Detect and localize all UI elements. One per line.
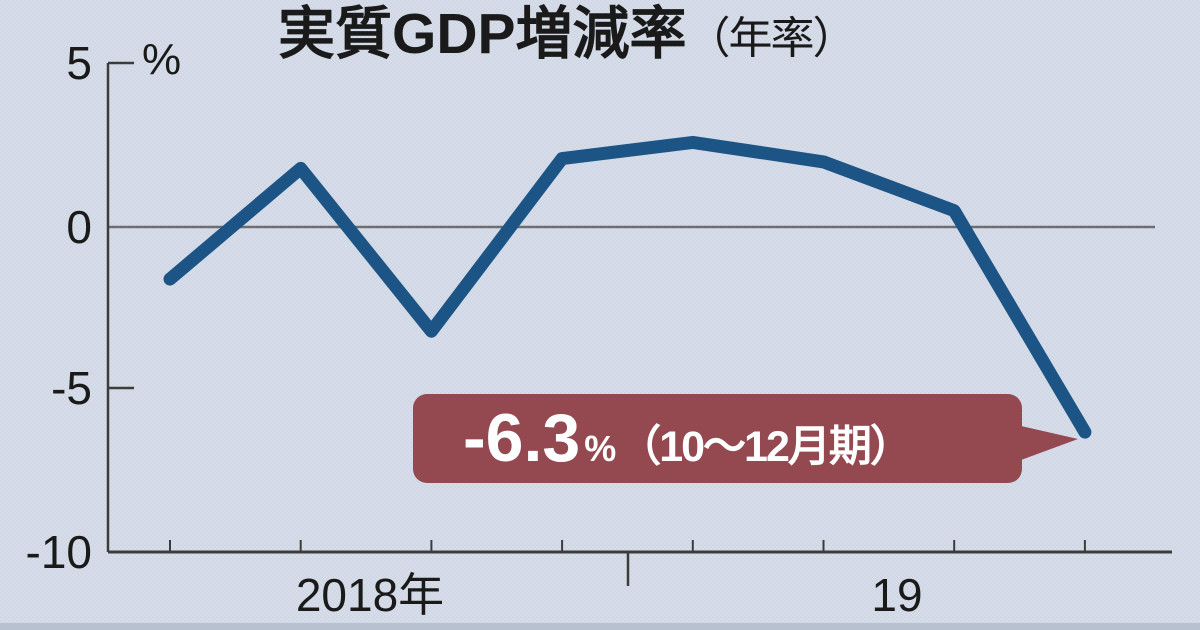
callout-box: -6.3 % （10〜12月期）: [413, 394, 1022, 483]
y-axis-unit-label: %: [142, 35, 182, 84]
x-tick-group: [169, 540, 1086, 552]
y-tick-label-minus10: -10: [25, 526, 92, 578]
chart-title: 実質GDP増減率 （年率）: [278, 2, 857, 66]
chart-title-main: 実質GDP増減率: [278, 2, 687, 66]
callout-value: -6.3: [463, 400, 581, 476]
x-tick-label-19: 19: [871, 569, 923, 621]
y-tick-label-minus5: -5: [51, 362, 92, 414]
callout-period: （10〜12月期）: [618, 423, 913, 471]
gdp-line-series: [163, 135, 1092, 439]
callout-unit: %: [584, 428, 617, 469]
chart-title-suffix: （年率）: [686, 14, 857, 63]
bottom-edge-strip: [0, 623, 1200, 630]
y-tick-label-0: 0: [66, 201, 92, 253]
x-tick-label-2018: 2018年: [295, 569, 445, 621]
callout-pointer: [1021, 426, 1078, 460]
y-tick-label-5: 5: [66, 37, 92, 89]
